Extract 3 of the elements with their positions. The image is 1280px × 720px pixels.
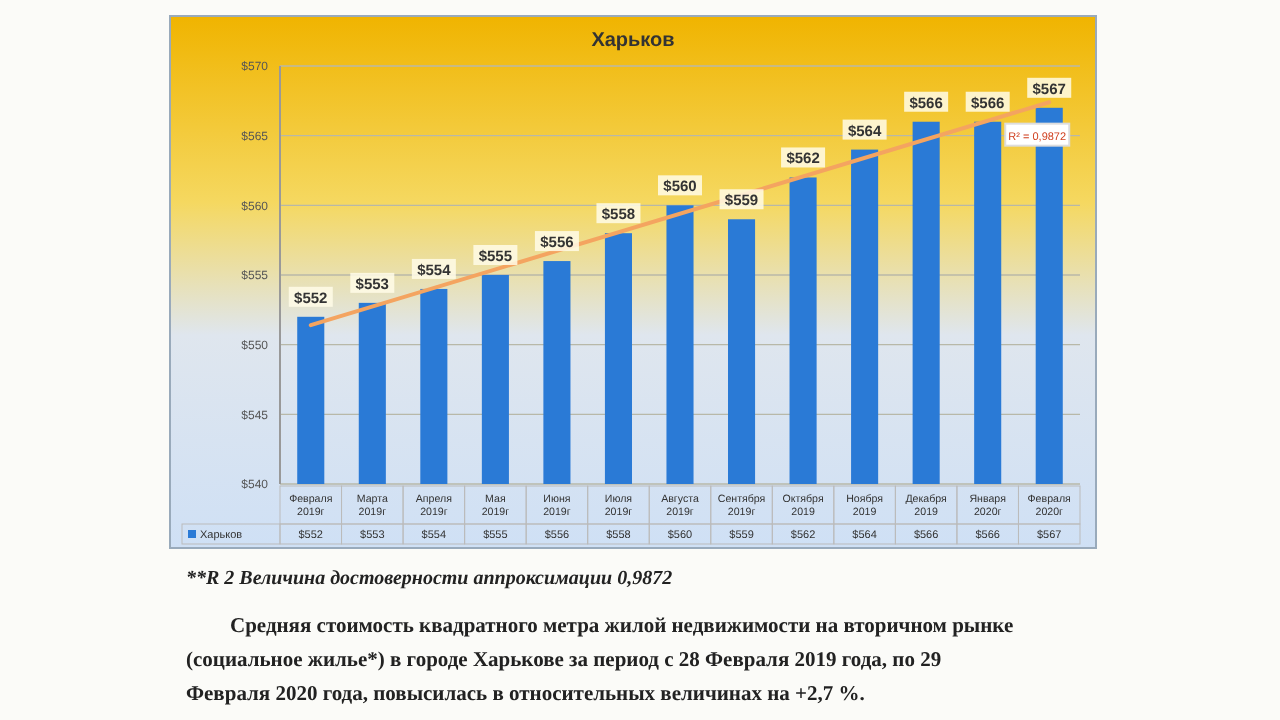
text: Средняя стоимость квадратного метра жилой недвижимости на вторичном рынке (социальное жилье*) в городе Харькове за период с 28 Февраля 2019 года, по 29 Февраля 2020 года, повысилась в относительных величинах на +2,7 %. — [186, 616, 1014, 706]
chart-title: Харьков — [591, 30, 675, 52]
text: **R 2 Величина достоверности аппроксимации 0,9872 — [186, 568, 673, 590]
